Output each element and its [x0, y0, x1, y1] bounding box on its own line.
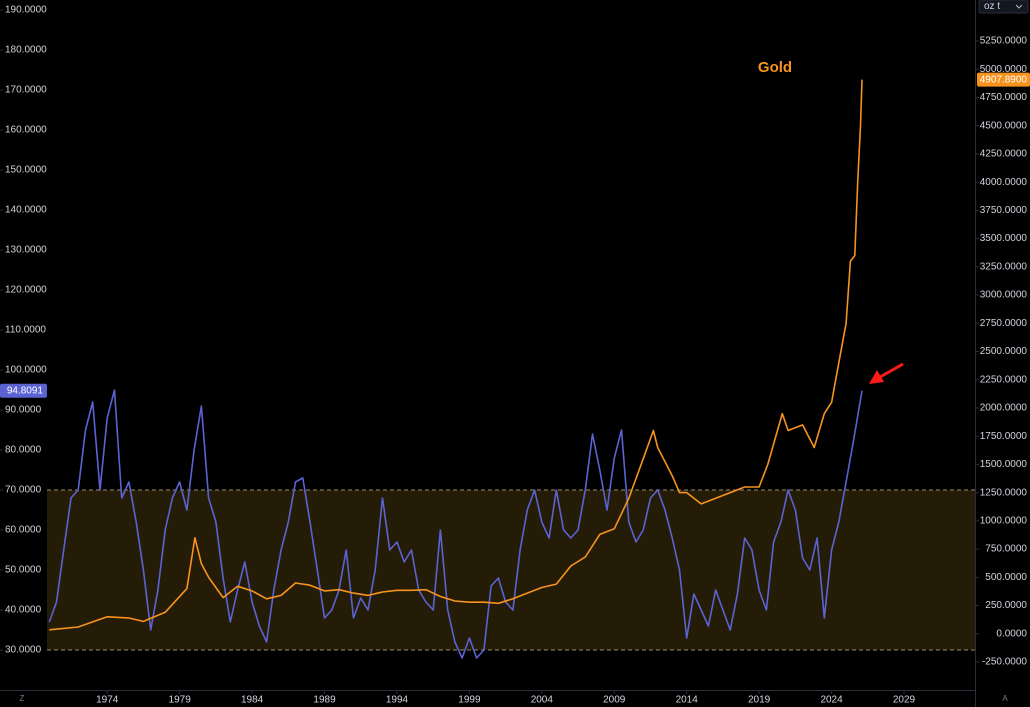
y-tick-label: 130.0000	[5, 245, 47, 256]
x-tick-label: 2019	[748, 695, 771, 706]
band	[47, 490, 975, 650]
y2-tick-label: 3750.0000	[980, 205, 1028, 216]
arrow	[869, 362, 904, 384]
y2-tick-label: 250.0000	[985, 600, 1027, 611]
y-tick-label: 170.0000	[5, 85, 47, 96]
price-tag-label: 94.8091	[7, 385, 44, 396]
series-name-annotation: Gold	[758, 59, 792, 76]
x-tick-label: 1994	[386, 695, 409, 706]
x-tick-label: 1984	[241, 695, 264, 706]
y2-tick-label: 1250.0000	[980, 487, 1028, 498]
y2-tick-label: 2500.0000	[980, 346, 1028, 357]
x-tick-label: 1974	[96, 695, 119, 706]
x-tick-label: 2029	[893, 695, 916, 706]
arrow-shaft	[879, 362, 904, 379]
y-tick-label: 150.0000	[5, 165, 47, 176]
x-tick-label: 2024	[820, 695, 843, 706]
x-tick-label: 2009	[603, 695, 626, 706]
y-tick-label: 60.0000	[5, 525, 42, 536]
y2-tick-label: 4000.0000	[980, 177, 1028, 188]
y-tick-label: 160.0000	[5, 125, 47, 136]
x-tick-label: 1979	[169, 695, 192, 706]
y-tick-label: 40.0000	[5, 605, 42, 616]
y-tick-label: 70.0000	[5, 485, 42, 496]
y-tick-label: 80.0000	[5, 445, 42, 456]
unit-selector[interactable]: oz t	[978, 0, 1029, 14]
unit-selector-label[interactable]: oz t	[984, 1, 1000, 12]
y-tick-label: 110.0000	[5, 325, 46, 336]
x-tick-label: 1999	[458, 695, 481, 706]
x-tick-label: 2014	[676, 695, 699, 706]
y2-tick-label: 3500.0000	[980, 233, 1028, 244]
x-tick-label: 1989	[313, 695, 336, 706]
price-tag-box	[977, 72, 1030, 87]
y2-tick-label: 4250.0000	[980, 149, 1028, 160]
plot-area	[47, 79, 975, 659]
y-tick-label: 30.0000	[5, 645, 42, 656]
y2-tick-label: 3250.0000	[980, 261, 1028, 272]
y2-tick-label: 4500.0000	[980, 120, 1028, 131]
y2-tick-label: 500.0000	[985, 572, 1027, 583]
y2-tick-label: 3000.0000	[980, 290, 1028, 301]
x-tick-label: 2004	[531, 695, 554, 706]
y2-tick-label: 1750.0000	[980, 431, 1028, 442]
y-tick-label: 190.0000	[5, 5, 47, 16]
unit-selector-box[interactable]	[978, 0, 1029, 14]
y2-tick-label: 2000.0000	[980, 403, 1028, 414]
y-tick-label: 90.0000	[5, 405, 42, 416]
auto-scale-button[interactable]: A	[1002, 694, 1008, 703]
y2-tick-label: 1000.0000	[980, 515, 1028, 526]
y2-tick-label: 1500.0000	[980, 459, 1028, 470]
price-tag-box	[0, 383, 47, 398]
y2-tick-label: 750.0000	[985, 544, 1027, 555]
series-line	[48, 389, 863, 659]
zoom-button[interactable]: Z	[20, 694, 25, 703]
y2-tick-label: 4750.0000	[980, 92, 1028, 103]
y2-tick-label: 2250.0000	[980, 374, 1028, 385]
unit-selector-chevron[interactable]	[1015, 4, 1023, 9]
y2-tick-label: 0.0000	[996, 628, 1027, 639]
y2-tick-label: 5250.0000	[980, 36, 1028, 47]
y-tick-label: 50.0000	[5, 565, 42, 576]
price-tag-label: 4907.8900	[980, 74, 1028, 85]
y2-tick-label: 5000.0000	[980, 64, 1028, 75]
y2-tick-label: -250.0000	[982, 657, 1027, 668]
y-tick-label: 180.0000	[5, 45, 47, 56]
y-tick-label: 140.0000	[5, 205, 47, 216]
y-tick-label: 100.0000	[5, 365, 47, 376]
arrow-head	[869, 370, 884, 384]
series-line	[49, 79, 863, 631]
y2-tick-label: 2750.0000	[980, 318, 1028, 329]
y-tick-label: 120.0000	[5, 285, 47, 296]
